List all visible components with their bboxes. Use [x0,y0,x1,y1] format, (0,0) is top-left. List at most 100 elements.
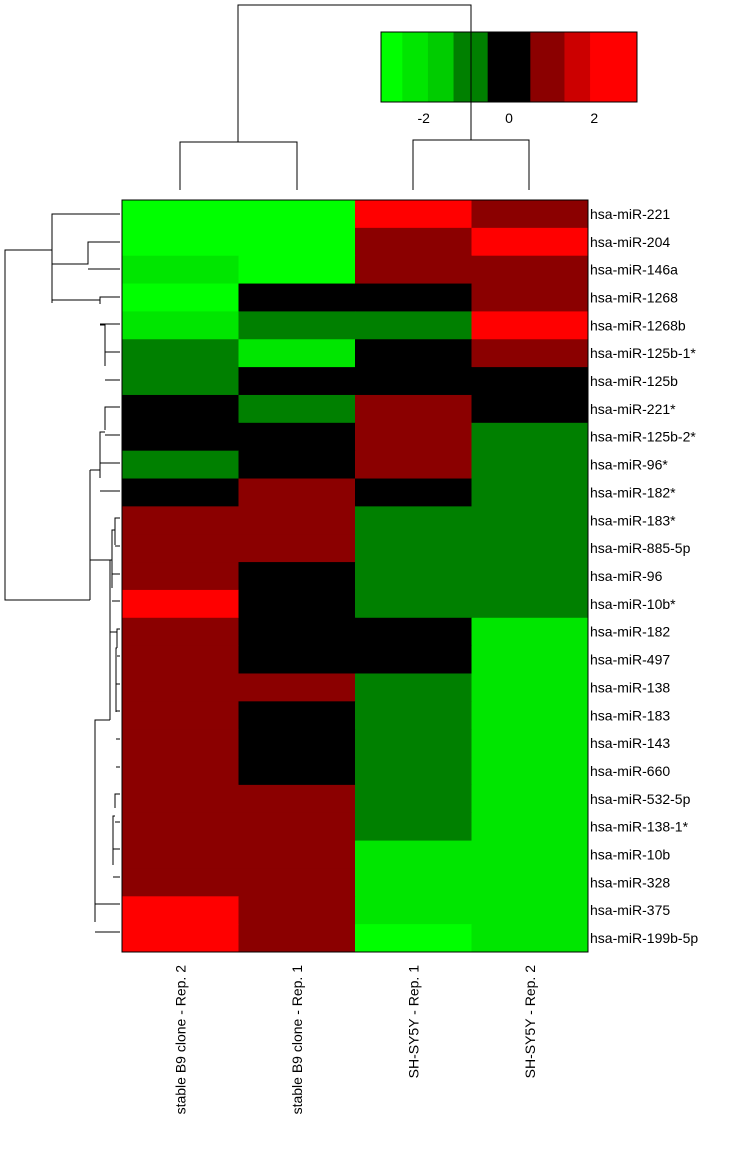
row-label: hsa-miR-204 [590,234,670,250]
heatmap-cell [471,478,589,507]
heatmap-cell [122,367,239,396]
heatmap-cell [355,367,472,396]
heatmap-cell [122,478,239,507]
heatmap-cell [122,506,239,535]
heatmap-cell [471,450,589,480]
heatmap-cell [471,840,589,869]
heatmap-cell [471,701,589,730]
row-label: hsa-miR-182 [590,624,670,640]
heatmap-cell [471,645,589,674]
color-key-border [380,31,638,103]
heatmap-cell [355,784,472,814]
heatmap-cell [355,729,472,758]
heatmap-cell [122,200,239,229]
heatmap-cell [238,478,356,507]
color-key-bin [427,32,455,102]
heatmap-cell [238,589,356,619]
column-label: SH-SY5Y - Rep. 2 [522,965,538,1079]
heatmap-cell [122,562,239,591]
color-key-bin [615,32,638,102]
row-dendrogram-group-middle [99,406,120,492]
heatmap-cell [355,506,472,535]
color-key-tick-label: 0 [505,110,513,126]
heatmap-cell [238,896,356,925]
row-label: hsa-miR-138-1* [590,819,689,835]
color-key-bin [530,32,565,102]
heatmap-cell [238,255,356,285]
row-dendrogram-join [4,249,112,601]
heatmap-cell [238,311,356,340]
row-label: hsa-miR-143 [590,735,670,751]
heatmap-cell [122,394,239,424]
row-label: hsa-miR-221 [590,206,670,222]
heatmap-cell [238,757,356,786]
heatmap-cell [238,227,356,257]
row-dendrogram-group-top [51,213,120,381]
heatmap-cell [238,812,356,842]
heatmap-cell [355,562,472,591]
heatmap-cell [471,924,589,953]
color-key-bin [402,32,429,102]
heatmap-cell [238,868,356,897]
heatmap-cell [355,534,472,563]
color-key-bin [590,32,617,102]
row-dendrogram-group-bottom [94,517,120,933]
row-label: hsa-miR-10b* [590,596,676,612]
heatmap-cell [238,422,356,452]
heatmap-cell [122,924,239,953]
row-label: hsa-miR-183 [590,707,670,723]
heatmap-cell [122,589,239,619]
color-key-ticks: -2 0 2 [417,110,598,126]
heatmap-cell [122,339,239,368]
row-label: hsa-miR-138 [590,679,670,695]
heatmap-cell [238,784,356,814]
heatmap-cell [238,339,356,368]
heatmap-cell [122,673,239,702]
heatmap-cell [238,367,356,396]
heatmap-cell [471,339,589,368]
color-key-tick-label: 2 [590,110,598,126]
row-label: hsa-miR-221* [590,401,676,417]
heatmap-cell [122,227,239,257]
column-dendrogram-branch-shsy5y [412,139,530,190]
color-key-bin [487,32,531,102]
column-labels: stable B9 clone - Rep. 2 stable B9 clone … [172,965,538,1115]
heatmap-cell [122,311,239,340]
heatmap-cell [471,394,589,424]
heatmap-cell [355,673,472,702]
heatmap-cell [238,701,356,730]
heatmap-cell [122,534,239,563]
column-label: SH-SY5Y - Rep. 1 [405,965,421,1079]
heatmap-cell [471,589,589,619]
heatmap-cell [471,617,589,647]
heatmap-cell [355,200,472,229]
heatmap-cell [355,617,472,647]
heatmap-cell [471,506,589,535]
row-label: hsa-miR-328 [590,874,670,890]
heatmap-cell [471,311,589,340]
heatmap-cell [471,673,589,702]
row-label: hsa-miR-182* [590,484,676,500]
heatmap-cell [122,283,239,312]
heatmap-cell [122,840,239,869]
row-label: hsa-miR-146a [590,262,678,278]
color-key-bin [381,32,403,102]
heatmap-cell [355,227,472,257]
heatmap-cells [121,199,589,953]
row-label: hsa-miR-885-5p [590,540,691,556]
row-label: hsa-miR-532-5p [590,791,691,807]
column-label: stable B9 clone - Rep. 1 [289,965,305,1115]
heatmap-cell [238,924,356,953]
heatmap-cell [238,450,356,480]
heatmap-cell [122,645,239,674]
heatmap-cell [355,478,472,507]
heatmap-cell [355,701,472,730]
heatmap-cell [471,562,589,591]
heatmap-cell [471,200,589,229]
row-label: hsa-miR-96 [590,568,663,584]
heatmap-cell [238,394,356,424]
heatmap-cell [355,924,472,953]
heatmap-cell [471,534,589,563]
row-label: hsa-miR-1268 [590,289,678,305]
